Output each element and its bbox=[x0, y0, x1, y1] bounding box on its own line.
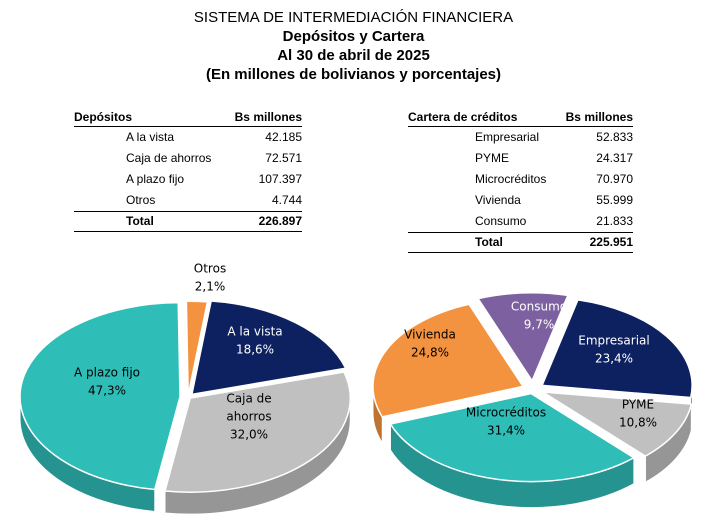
slice-side-a-plazo-fijo bbox=[19, 396, 156, 513]
pie-slice-a-la-vista bbox=[190, 300, 347, 396]
table-total-row: Total 226.897 bbox=[74, 211, 302, 232]
pie-slice-empresarial bbox=[541, 299, 693, 399]
slice-pct-label: 18,6% bbox=[236, 343, 274, 357]
cartera-header-value: Bs millones bbox=[555, 108, 633, 127]
table-header-row: Depósitos Bs millones bbox=[74, 108, 302, 127]
slice-side-microcreditos bbox=[389, 422, 635, 509]
depositos-table: Depósitos Bs millones A la vista 42.185 … bbox=[74, 108, 302, 232]
table-header-row: Cartera de créditos Bs millones bbox=[408, 108, 633, 127]
slice-label: Vivienda bbox=[404, 328, 456, 342]
table-row: A la vista 42.185 bbox=[74, 127, 302, 149]
slice-label: ahorros bbox=[226, 410, 271, 424]
report-units: (En millones de bolivianos y porcentajes… bbox=[205, 66, 502, 83]
table-row: A plazo fijo 107.397 bbox=[74, 169, 302, 190]
table-row: Otros 4.744 bbox=[74, 190, 302, 212]
slice-side-empresarial bbox=[690, 385, 693, 424]
row-label: A plazo fijo bbox=[126, 172, 185, 186]
slice-label: Consumo bbox=[511, 300, 567, 314]
pie-slice-a-plazo-fijo bbox=[19, 301, 181, 491]
slice-pct-label: 31,4% bbox=[487, 424, 525, 438]
slice-side-vivienda bbox=[372, 386, 383, 445]
pie-slice-otros bbox=[185, 300, 209, 396]
total-value: 226.897 bbox=[222, 211, 302, 232]
pie-slice-vivienda bbox=[372, 303, 525, 418]
slice-side-caja-de-ahorros bbox=[164, 398, 351, 515]
report-header: SISTEMA DE INTERMEDIACIÓN FINANCIERA Dep… bbox=[0, 8, 707, 84]
slice-pct-label: 9,7% bbox=[524, 318, 555, 332]
slice-label: PYME bbox=[622, 398, 654, 412]
total-value: 225.951 bbox=[555, 232, 633, 253]
slice-label: A plazo fijo bbox=[74, 366, 140, 380]
report-date: Al 30 de abril de 2025 bbox=[277, 47, 430, 64]
total-label: Total bbox=[126, 211, 222, 232]
row-label: Caja de ahorros bbox=[126, 151, 212, 165]
slice-pct-label: 24,8% bbox=[411, 346, 449, 360]
table-row: Microcréditos 70.970 bbox=[408, 169, 633, 190]
slice-pct-label: 2,1% bbox=[195, 280, 226, 294]
slice-label: Caja de bbox=[226, 392, 271, 406]
slice-pct-label: 10,8% bbox=[619, 416, 657, 430]
slice-label: A la vista bbox=[227, 325, 282, 339]
slice-label: Otros bbox=[194, 262, 226, 276]
report-title: SISTEMA DE INTERMEDIACIÓN FINANCIERA bbox=[193, 9, 514, 26]
cartera-table: Cartera de créditos Bs millones Empresar… bbox=[408, 108, 633, 253]
row-value: 70.970 bbox=[596, 172, 633, 186]
row-label: Otros bbox=[126, 193, 156, 207]
pie-slice-pyme bbox=[542, 391, 693, 457]
slice-pct-label: 23,4% bbox=[595, 352, 633, 366]
table-row: PYME 24.317 bbox=[408, 148, 633, 169]
cartera-header-label: Cartera de créditos bbox=[408, 108, 555, 127]
row-label: Microcréditos bbox=[475, 172, 547, 186]
row-value: 107.397 bbox=[258, 172, 302, 186]
depositos-header-label: Depósitos bbox=[74, 108, 222, 127]
pie-slice-microcreditos bbox=[389, 392, 636, 483]
row-label: A la vista bbox=[126, 130, 175, 144]
row-label: Consumo bbox=[475, 214, 527, 228]
table-row: Empresarial 52.833 bbox=[408, 127, 633, 149]
pie-slice-caja-de-ahorros bbox=[164, 371, 351, 493]
row-label: Vivienda bbox=[475, 193, 521, 207]
slice-side-pyme bbox=[644, 404, 692, 483]
row-label: Empresarial bbox=[475, 130, 540, 144]
table-row: Caja de ahorros 72.571 bbox=[74, 148, 302, 169]
row-label: PYME bbox=[475, 151, 510, 165]
slice-label: Empresarial bbox=[578, 334, 650, 348]
row-value: 21.833 bbox=[596, 214, 633, 228]
row-value: 24.317 bbox=[596, 151, 633, 165]
table-row: Vivienda 55.999 bbox=[408, 190, 633, 211]
row-value: 55.999 bbox=[596, 193, 633, 207]
row-value: 4.744 bbox=[271, 193, 302, 207]
slice-pct-label: 47,3% bbox=[88, 384, 126, 398]
row-value: 72.571 bbox=[265, 151, 302, 165]
report-subtitle: Depósitos y Cartera bbox=[282, 28, 425, 45]
slice-pct-label: 32,0% bbox=[230, 428, 268, 442]
row-value: 52.833 bbox=[596, 130, 633, 144]
slice-label: Microcréditos bbox=[466, 406, 546, 420]
depositos-header-value: Bs millones bbox=[222, 108, 302, 127]
pie-slice-consumo bbox=[476, 292, 569, 383]
total-label: Total bbox=[475, 232, 555, 253]
table-row: Consumo 21.833 bbox=[408, 211, 633, 233]
row-value: 42.185 bbox=[265, 130, 302, 144]
table-total-row: Total 225.951 bbox=[408, 232, 633, 253]
